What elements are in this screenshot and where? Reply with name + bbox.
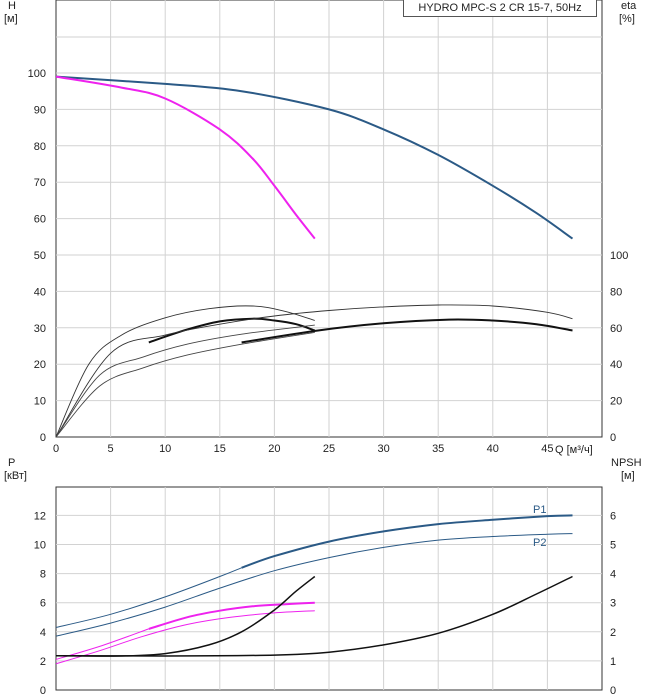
x-tick-label: 40 bbox=[487, 443, 499, 455]
top-tick-labels: 0 5 10 15 20 25 30 35 40 45 0 10 20 30 40 50 60 70 80 90 100… bbox=[28, 68, 629, 455]
x-tick-label: 45 bbox=[541, 443, 553, 455]
bottom-series-p1-two-pumps-extension bbox=[55, 567, 242, 628]
bottom-series-p2-one-pump bbox=[55, 610, 315, 665]
h-axis-label: H bbox=[8, 0, 16, 12]
h-tick-label: 90 bbox=[34, 104, 46, 116]
x-tick-label: 25 bbox=[323, 443, 335, 455]
top-series-h-two-pumps bbox=[55, 75, 574, 240]
npsh-tick-label: 3 bbox=[610, 598, 616, 610]
chart-title-box: HYDRO MPC-S 2 CR 15-7, 50Hz bbox=[403, 0, 597, 17]
eta-axis-label: eta bbox=[621, 0, 637, 12]
p-axis-unit: [кВт] bbox=[4, 470, 27, 482]
top-series-h-one-pump bbox=[55, 75, 316, 240]
top-series-eta-one-pump-envelope bbox=[55, 305, 315, 438]
top-series-eta-lower-bound-2 bbox=[55, 324, 315, 438]
bottom-series-p2-two-pumps bbox=[55, 533, 573, 637]
p-tick-label: 2 bbox=[40, 656, 46, 668]
p-tick-label: 0 bbox=[40, 685, 46, 697]
top-series-eta-lower-bound bbox=[55, 331, 315, 438]
h-tick-label: 50 bbox=[34, 250, 46, 262]
eta-tick-label: 80 bbox=[610, 286, 622, 298]
h-axis-unit: [м] bbox=[4, 13, 18, 25]
eta-tick-label: 100 bbox=[610, 250, 628, 262]
h-tick-label: 100 bbox=[28, 68, 46, 80]
eta-tick-label: 40 bbox=[610, 359, 622, 371]
p-tick-label: 12 bbox=[34, 510, 46, 522]
bottom-series-p1-one-pump-extension bbox=[55, 628, 149, 660]
p-tick-label: 10 bbox=[34, 540, 46, 552]
bottom-series-npsh-two-pumps bbox=[55, 575, 573, 657]
eta-tick-label: 60 bbox=[610, 323, 622, 335]
eta-tick-label: 0 bbox=[610, 432, 616, 444]
npsh-tick-label: 5 bbox=[610, 540, 616, 552]
x-tick-label: 15 bbox=[214, 443, 226, 455]
npsh-axis-unit: [м] bbox=[621, 470, 635, 482]
x-tick-label: 30 bbox=[377, 443, 389, 455]
npsh-tick-label: 4 bbox=[610, 569, 616, 581]
h-tick-label: 60 bbox=[34, 214, 46, 226]
h-tick-label: 0 bbox=[40, 432, 46, 444]
top-grid bbox=[56, 0, 602, 437]
x-tick-label: 5 bbox=[108, 443, 114, 455]
p-tick-label: 4 bbox=[40, 627, 46, 639]
eta-axis-unit: [%] bbox=[619, 13, 635, 25]
p-tick-label: 8 bbox=[40, 569, 46, 581]
p-axis-label: P bbox=[8, 457, 15, 469]
h-tick-label: 80 bbox=[34, 141, 46, 153]
bottom-series-p1-two-pumps bbox=[241, 514, 573, 569]
p1-curve-label: P1 bbox=[533, 504, 546, 516]
h-tick-label: 10 bbox=[34, 396, 46, 408]
h-tick-label: 70 bbox=[34, 177, 46, 189]
p2-curve-label: P2 bbox=[533, 537, 546, 549]
bottom-series bbox=[55, 514, 573, 665]
npsh-axis-label: NPSH bbox=[611, 457, 642, 469]
top-series-eta-two-pumps bbox=[241, 318, 573, 344]
x-tick-label: 0 bbox=[53, 443, 59, 455]
top-series-eta-envelope bbox=[55, 304, 573, 438]
x-tick-label: 10 bbox=[159, 443, 171, 455]
p-tick-label: 6 bbox=[40, 598, 46, 610]
eta-tick-label: 20 bbox=[610, 396, 622, 408]
npsh-tick-label: 2 bbox=[610, 627, 616, 639]
x-tick-label: 35 bbox=[432, 443, 444, 455]
q-axis-label: Q [м³/ч] bbox=[555, 444, 593, 456]
h-tick-label: 40 bbox=[34, 286, 46, 298]
h-tick-label: 20 bbox=[34, 359, 46, 371]
top-panel: 0 5 10 15 20 25 30 35 40 45 0 10 20 30 40 50 60 70 80 90 100… bbox=[4, 0, 637, 456]
npsh-tick-label: 0 bbox=[610, 685, 616, 697]
h-tick-label: 30 bbox=[34, 323, 46, 335]
x-tick-label: 20 bbox=[268, 443, 280, 455]
bottom-series-npsh-one-pump bbox=[55, 575, 316, 657]
npsh-tick-label: 6 bbox=[610, 510, 616, 522]
top-series bbox=[55, 75, 574, 438]
npsh-tick-label: 1 bbox=[610, 656, 616, 668]
bottom-series-p1-one-pump bbox=[148, 601, 315, 630]
